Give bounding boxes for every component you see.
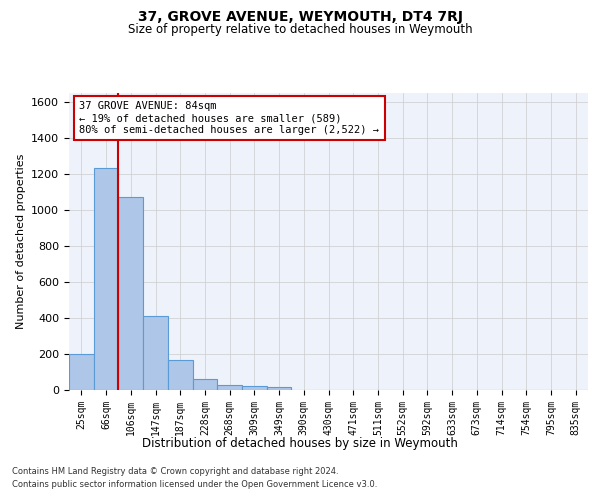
Bar (143, 316, 168, 390)
Text: Size of property relative to detached houses in Weymouth: Size of property relative to detached ho… (128, 24, 472, 36)
Bar (69, 354, 94, 390)
Bar (193, 379, 217, 390)
Y-axis label: Number of detached properties: Number of detached properties (16, 154, 26, 329)
Bar (217, 384, 242, 390)
Bar (118, 197, 143, 390)
Bar (267, 388, 292, 390)
Bar (94, 168, 118, 390)
Text: Contains public sector information licensed under the Open Government Licence v3: Contains public sector information licen… (12, 480, 377, 489)
Bar (242, 386, 267, 390)
Bar (168, 360, 193, 390)
Text: 37, GROVE AVENUE, WEYMOUTH, DT4 7RJ: 37, GROVE AVENUE, WEYMOUTH, DT4 7RJ (137, 10, 463, 24)
Text: Distribution of detached houses by size in Weymouth: Distribution of detached houses by size … (142, 438, 458, 450)
Text: 37 GROVE AVENUE: 84sqm
← 19% of detached houses are smaller (589)
80% of semi-de: 37 GROVE AVENUE: 84sqm ← 19% of detached… (79, 102, 379, 134)
Text: Contains HM Land Registry data © Crown copyright and database right 2024.: Contains HM Land Registry data © Crown c… (12, 468, 338, 476)
